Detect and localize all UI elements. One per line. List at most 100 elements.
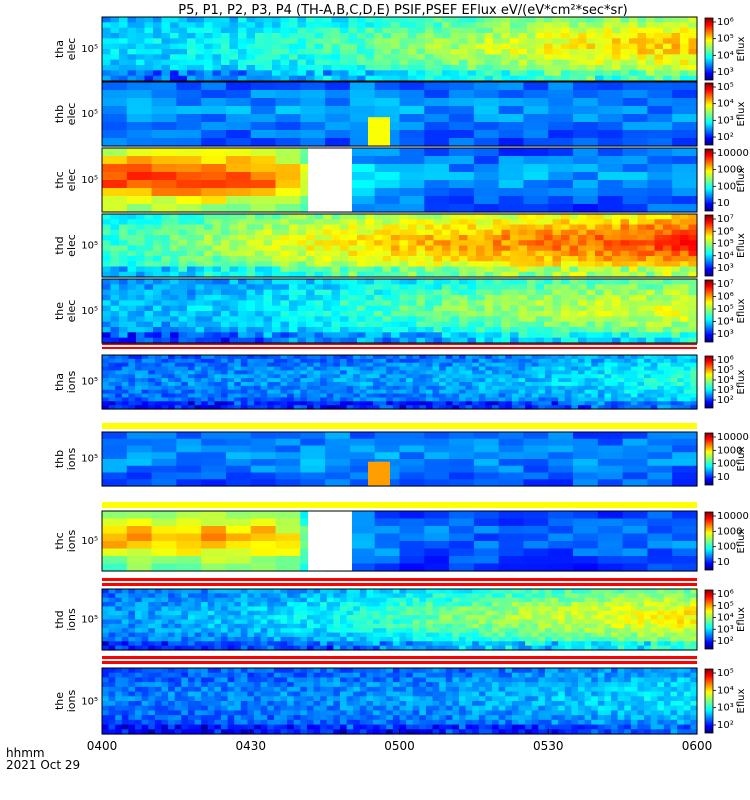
spectrogram-cell: [671, 279, 681, 285]
spectrogram-cell: [544, 70, 554, 77]
spectrogram-cell: [108, 355, 116, 360]
spectrogram-cell: [331, 33, 341, 39]
spectrogram-cell: [584, 366, 592, 372]
spectrogram-cell: [647, 164, 673, 173]
spectrogram-cell: [493, 245, 503, 252]
spectrogram-cell: [569, 284, 579, 291]
spectrogram-cell: [571, 405, 579, 410]
spectrogram-cell: [349, 114, 376, 123]
spectrogram-cell: [272, 295, 282, 301]
spectrogram-cell: [391, 70, 401, 77]
spectrogram-cell: [586, 300, 596, 307]
spectrogram-cell: [121, 632, 130, 638]
spectrogram-cell: [144, 300, 154, 307]
spectrogram-cell: [518, 250, 528, 257]
spectrogram-cell: [348, 229, 358, 236]
spectrogram-cell: [102, 148, 128, 157]
spectrogram-cell: [349, 196, 376, 205]
spectrogram-cell: [459, 316, 469, 323]
spectrogram-cell: [365, 59, 375, 66]
spectrogram-cell: [250, 526, 277, 535]
spectrogram-cell: [263, 43, 273, 50]
spectrogram-cell: [408, 229, 418, 236]
spectrogram-cell: [399, 164, 425, 173]
spectrogram-cell: [527, 70, 537, 77]
spectrogram-cell: [493, 54, 503, 61]
spectrogram-cell: [561, 250, 571, 257]
spectrogram-cell: [174, 389, 182, 395]
spectrogram-cell: [280, 70, 290, 77]
spectrogram-cell: [671, 49, 681, 55]
spectrogram-cell: [523, 511, 549, 520]
spectrogram-cell: [151, 511, 177, 520]
spectrogram-cell: [501, 59, 511, 66]
spectrogram-cell: [212, 65, 222, 71]
panel-species-label: elec: [65, 38, 78, 61]
spectrogram-cell: [501, 240, 511, 247]
spectrogram-cell: [617, 397, 625, 402]
spectrogram-cell: [151, 138, 177, 147]
spectrogram-cell: [254, 378, 262, 383]
spectrogram-cell: [683, 401, 691, 406]
spectrogram-cell: [644, 382, 652, 387]
spectrogram-cell: [323, 17, 333, 23]
spectrogram-cell: [416, 65, 426, 71]
spectrogram-cell: [511, 362, 520, 368]
spectrogram-cell: [161, 385, 169, 391]
spectrogram-cell: [366, 393, 374, 399]
spectrogram-cell: [391, 17, 401, 23]
spectrogram-cell: [141, 628, 149, 634]
spectrogram-cell: [306, 38, 316, 45]
spectrogram-cell: [663, 43, 673, 50]
spectrogram-cell: [663, 261, 673, 268]
spectrogram-cell: [115, 589, 123, 594]
spectrogram-cell: [578, 17, 588, 23]
spectrogram-cell: [144, 27, 154, 34]
spectrogram-cell: [161, 271, 171, 278]
spectrogram-cell: [280, 337, 290, 344]
spectrogram-cell: [260, 370, 268, 375]
spectrogram-cell: [126, 511, 153, 520]
spectrogram-cell: [630, 358, 639, 364]
spectrogram-cell: [325, 445, 351, 453]
spectrogram-cell: [637, 54, 647, 61]
spectrogram-cell: [275, 452, 301, 460]
spectrogram-cell: [399, 59, 409, 66]
spectrogram-cell: [102, 374, 110, 379]
spectrogram-cell: [646, 245, 656, 252]
spectrogram-cell: [229, 219, 239, 226]
spectrogram-cell: [136, 250, 146, 257]
spectrogram-cell: [300, 472, 326, 480]
spectrogram-cell: [349, 533, 376, 542]
spectrogram-cell: [478, 370, 487, 375]
spectrogram-cell: [622, 82, 649, 91]
spectrogram-cell: [620, 316, 630, 323]
spectrogram-cell: [584, 389, 592, 395]
spectrogram-cell: [314, 22, 324, 29]
spectrogram-cell: [622, 465, 649, 474]
spectrogram-cell: [620, 332, 630, 339]
spectrogram-cell: [127, 284, 137, 291]
spectrogram-cell: [571, 389, 579, 395]
spectrogram-cell: [238, 70, 248, 77]
spectrogram-cell: [595, 337, 605, 344]
spectrogram-cell: [465, 389, 473, 395]
spectrogram-cell: [373, 397, 381, 402]
spectrogram-cell: [597, 122, 624, 131]
spectrogram-cell: [121, 355, 130, 360]
spectrogram-cell: [306, 374, 315, 379]
spectrogram-cell: [306, 59, 316, 66]
spectrogram-cell: [212, 250, 222, 257]
spectrogram-cell: [535, 327, 545, 333]
spectrogram-cell: [650, 401, 658, 406]
spectrogram-cell: [473, 130, 500, 139]
spectrogram-cell: [374, 305, 384, 312]
spectrogram-cell: [672, 106, 698, 115]
spectrogram-cell: [399, 563, 425, 572]
spectrogram-cell: [573, 526, 599, 535]
spectrogram-cell: [432, 370, 440, 375]
spectrogram-cell: [646, 219, 656, 226]
spectrogram-cell: [374, 106, 401, 115]
spectrogram-cell: [473, 526, 500, 535]
spectrogram-cell: [476, 59, 486, 66]
